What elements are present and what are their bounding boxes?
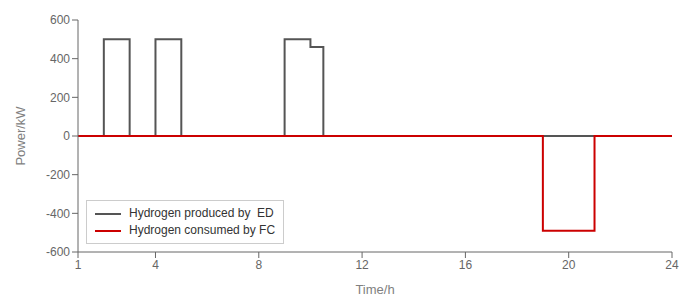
svg-text:4: 4 — [152, 258, 159, 272]
svg-text:200: 200 — [50, 91, 70, 105]
svg-text:0: 0 — [63, 129, 70, 143]
svg-text:-400: -400 — [46, 207, 70, 221]
html-text:Hydrogen produced by ED: Hydrogen produced by ED — [129, 206, 274, 220]
svg-text:24: 24 — [665, 258, 679, 272]
svg-text:-200: -200 — [46, 168, 70, 182]
svg-text:-600: -600 — [46, 245, 70, 259]
svg-text:8: 8 — [255, 258, 262, 272]
svg-text:20: 20 — [562, 258, 576, 272]
svg-text:Time/h: Time/h — [355, 282, 394, 297]
svg-text:1: 1 — [75, 258, 82, 272]
svg-text:Power/kW: Power/kW — [13, 106, 28, 166]
svg-text:12: 12 — [355, 258, 369, 272]
svg-text:16: 16 — [459, 258, 473, 272]
svg-text:400: 400 — [50, 52, 70, 66]
html-text:Hydrogen consumed by FC: Hydrogen consumed by FC — [129, 223, 276, 237]
svg-text:600: 600 — [50, 13, 70, 27]
